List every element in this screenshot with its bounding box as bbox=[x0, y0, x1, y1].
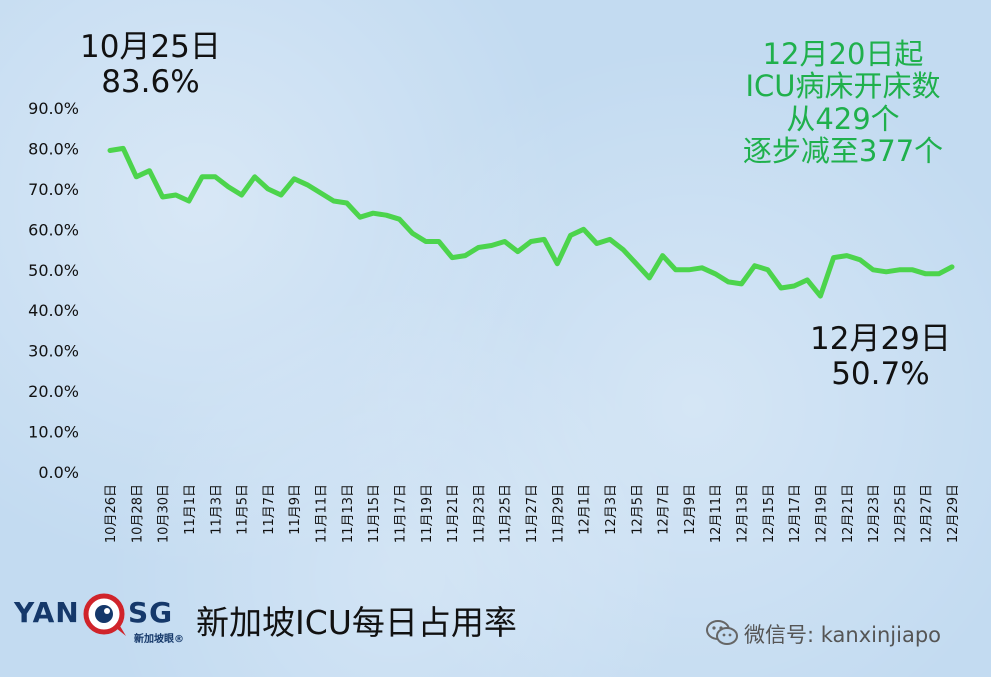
y-axis: 0.0% 10.0% 20.0% 30.0% 40.0% 50.0% 60.0% 70.0% 8… bbox=[28, 99, 79, 482]
x-tick-label: 12月19日 bbox=[814, 484, 829, 543]
y-tick-label: 30.0% bbox=[28, 342, 79, 361]
x-tick-label: 12月23日 bbox=[867, 484, 882, 543]
capacity-note-line: 12月20日起 bbox=[762, 37, 924, 71]
x-tick-label: 11月5日 bbox=[236, 484, 251, 535]
x-tick-label: 11月9日 bbox=[288, 484, 303, 535]
x-tick-label: 11月19日 bbox=[420, 484, 435, 543]
x-tick-label: 12月1日 bbox=[578, 484, 593, 535]
logo-text-right: SG bbox=[128, 596, 174, 629]
x-tick-label: 12月27日 bbox=[920, 484, 935, 543]
start-annotation-value: 83.6% bbox=[101, 63, 200, 100]
y-tick-label: 60.0% bbox=[28, 220, 79, 239]
y-tick-label: 0.0% bbox=[38, 463, 79, 482]
start-annotation-date: 10月25日 bbox=[80, 29, 221, 65]
x-tick-label: 12月3日 bbox=[604, 484, 619, 535]
x-tick-label: 11月29日 bbox=[551, 484, 566, 543]
wechat-id-text: 微信号: kanxinjiapo bbox=[744, 623, 942, 647]
x-tick-label: 11月1日 bbox=[183, 484, 198, 535]
logo-subtext: 新加坡眼® bbox=[134, 634, 184, 645]
x-tick-label: 11月25日 bbox=[499, 484, 514, 543]
x-tick-label: 12月7日 bbox=[657, 484, 672, 535]
wechat-icon bbox=[706, 620, 738, 645]
end-annotation-value: 50.7% bbox=[831, 355, 930, 392]
x-tick-label: 11月15日 bbox=[367, 484, 382, 543]
capacity-note-line: 从429个 bbox=[786, 101, 900, 136]
y-tick-label: 40.0% bbox=[28, 301, 79, 320]
x-tick-label: 11月11日 bbox=[315, 484, 330, 543]
y-tick-label: 70.0% bbox=[28, 180, 79, 199]
x-tick-label: 12月25日 bbox=[893, 484, 908, 543]
chart-title: 新加坡ICU每日占用率 bbox=[196, 603, 517, 642]
x-tick-label: 12月17日 bbox=[788, 484, 803, 543]
x-tick-label: 12月5日 bbox=[630, 484, 645, 535]
x-tick-label: 11月13日 bbox=[341, 484, 356, 543]
x-tick-label: 11月17日 bbox=[393, 484, 408, 543]
logo-text-left: YAN bbox=[14, 596, 80, 629]
y-tick-label: 10.0% bbox=[28, 423, 79, 442]
x-tick-label: 10月26日 bbox=[104, 484, 119, 543]
x-tick-label: 12月21日 bbox=[841, 484, 856, 543]
capacity-note-line: 逐步减至377个 bbox=[742, 134, 944, 169]
y-tick-label: 90.0% bbox=[28, 99, 79, 118]
capacity-note: 12月20日起 ICU病床开床数 从429个 逐步减至377个 bbox=[708, 38, 978, 168]
series-line bbox=[107, 145, 955, 299]
x-tick-label: 11月7日 bbox=[262, 484, 277, 535]
capacity-note-line: ICU病床开床数 bbox=[745, 69, 941, 104]
series-layer bbox=[107, 145, 955, 299]
x-tick-label: 11月23日 bbox=[472, 484, 487, 543]
y-tick-label: 80.0% bbox=[28, 139, 79, 158]
start-annotation: 10月25日 83.6% bbox=[80, 30, 221, 99]
x-tick-label: 10月30日 bbox=[157, 484, 172, 543]
x-tick-label: 12月15日 bbox=[762, 484, 777, 543]
x-tick-label: 10月28日 bbox=[130, 484, 145, 543]
x-tick-label: 12月13日 bbox=[736, 484, 751, 543]
y-tick-label: 20.0% bbox=[28, 382, 79, 401]
x-tick-label: 12月9日 bbox=[683, 484, 698, 535]
x-tick-label: 12月29日 bbox=[946, 484, 961, 543]
x-tick-label: 11月21日 bbox=[446, 484, 461, 543]
wechat-watermark: 微信号: kanxinjiapo bbox=[706, 617, 966, 649]
brand-logo: YAN SG 新加坡眼® bbox=[14, 592, 194, 652]
x-tick-label: 11月27日 bbox=[525, 484, 540, 543]
x-tick-label: 11月3日 bbox=[209, 484, 224, 535]
y-tick-label: 50.0% bbox=[28, 261, 79, 280]
x-axis: 10月26日 10月28日 10月30日 11月1日 11月3日 11月5日 11月7日 11… bbox=[104, 484, 961, 543]
eye-logo-icon bbox=[83, 593, 126, 636]
end-annotation-date: 12月29日 bbox=[810, 321, 951, 357]
x-tick-label: 12月11日 bbox=[709, 484, 724, 543]
end-annotation: 12月29日 50.7% bbox=[810, 322, 951, 391]
